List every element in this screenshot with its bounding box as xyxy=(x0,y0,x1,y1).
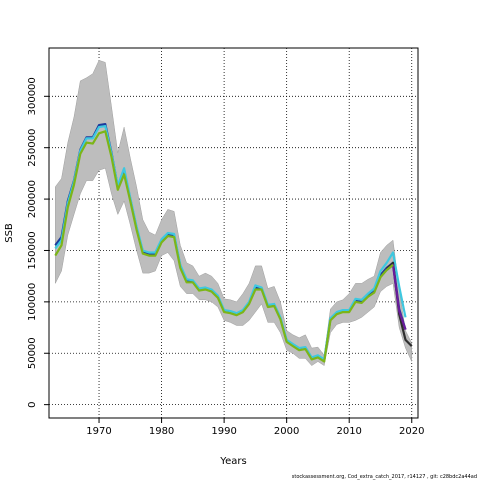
x-tick-label: 1970 xyxy=(86,426,111,437)
y-tick-label: 150000 xyxy=(27,231,38,269)
x-axis-label: Years xyxy=(219,456,246,467)
x-tick-label: 2000 xyxy=(274,426,299,437)
x-tick-label: 1980 xyxy=(149,426,174,437)
footer-caption: stockassessment.org, Cod_extra_catch_201… xyxy=(291,474,477,480)
confidence-band xyxy=(55,59,412,367)
confidence-band-area xyxy=(55,59,412,367)
y-tick-label: 300000 xyxy=(27,77,38,115)
y-tick-label: 250000 xyxy=(27,129,38,167)
y-tick-label: 0 xyxy=(27,401,38,407)
y-tick-label: 200000 xyxy=(27,180,38,218)
y-axis: 0 50000 100000 150000 200000 250000 300000 xyxy=(27,77,49,408)
y-axis-label: SSB xyxy=(4,223,15,243)
y-tick-label: 100000 xyxy=(27,283,38,321)
series-lines xyxy=(54,122,413,363)
series-line-5 xyxy=(54,130,394,363)
x-tick-label: 2010 xyxy=(336,426,361,437)
x-axis: 1970 1980 1990 2000 2010 2020 xyxy=(86,418,424,437)
y-tick-label: 50000 xyxy=(27,337,38,369)
x-tick-label: 1990 xyxy=(211,426,236,437)
x-tick-label: 2020 xyxy=(399,426,424,437)
plot-frame xyxy=(48,47,419,419)
